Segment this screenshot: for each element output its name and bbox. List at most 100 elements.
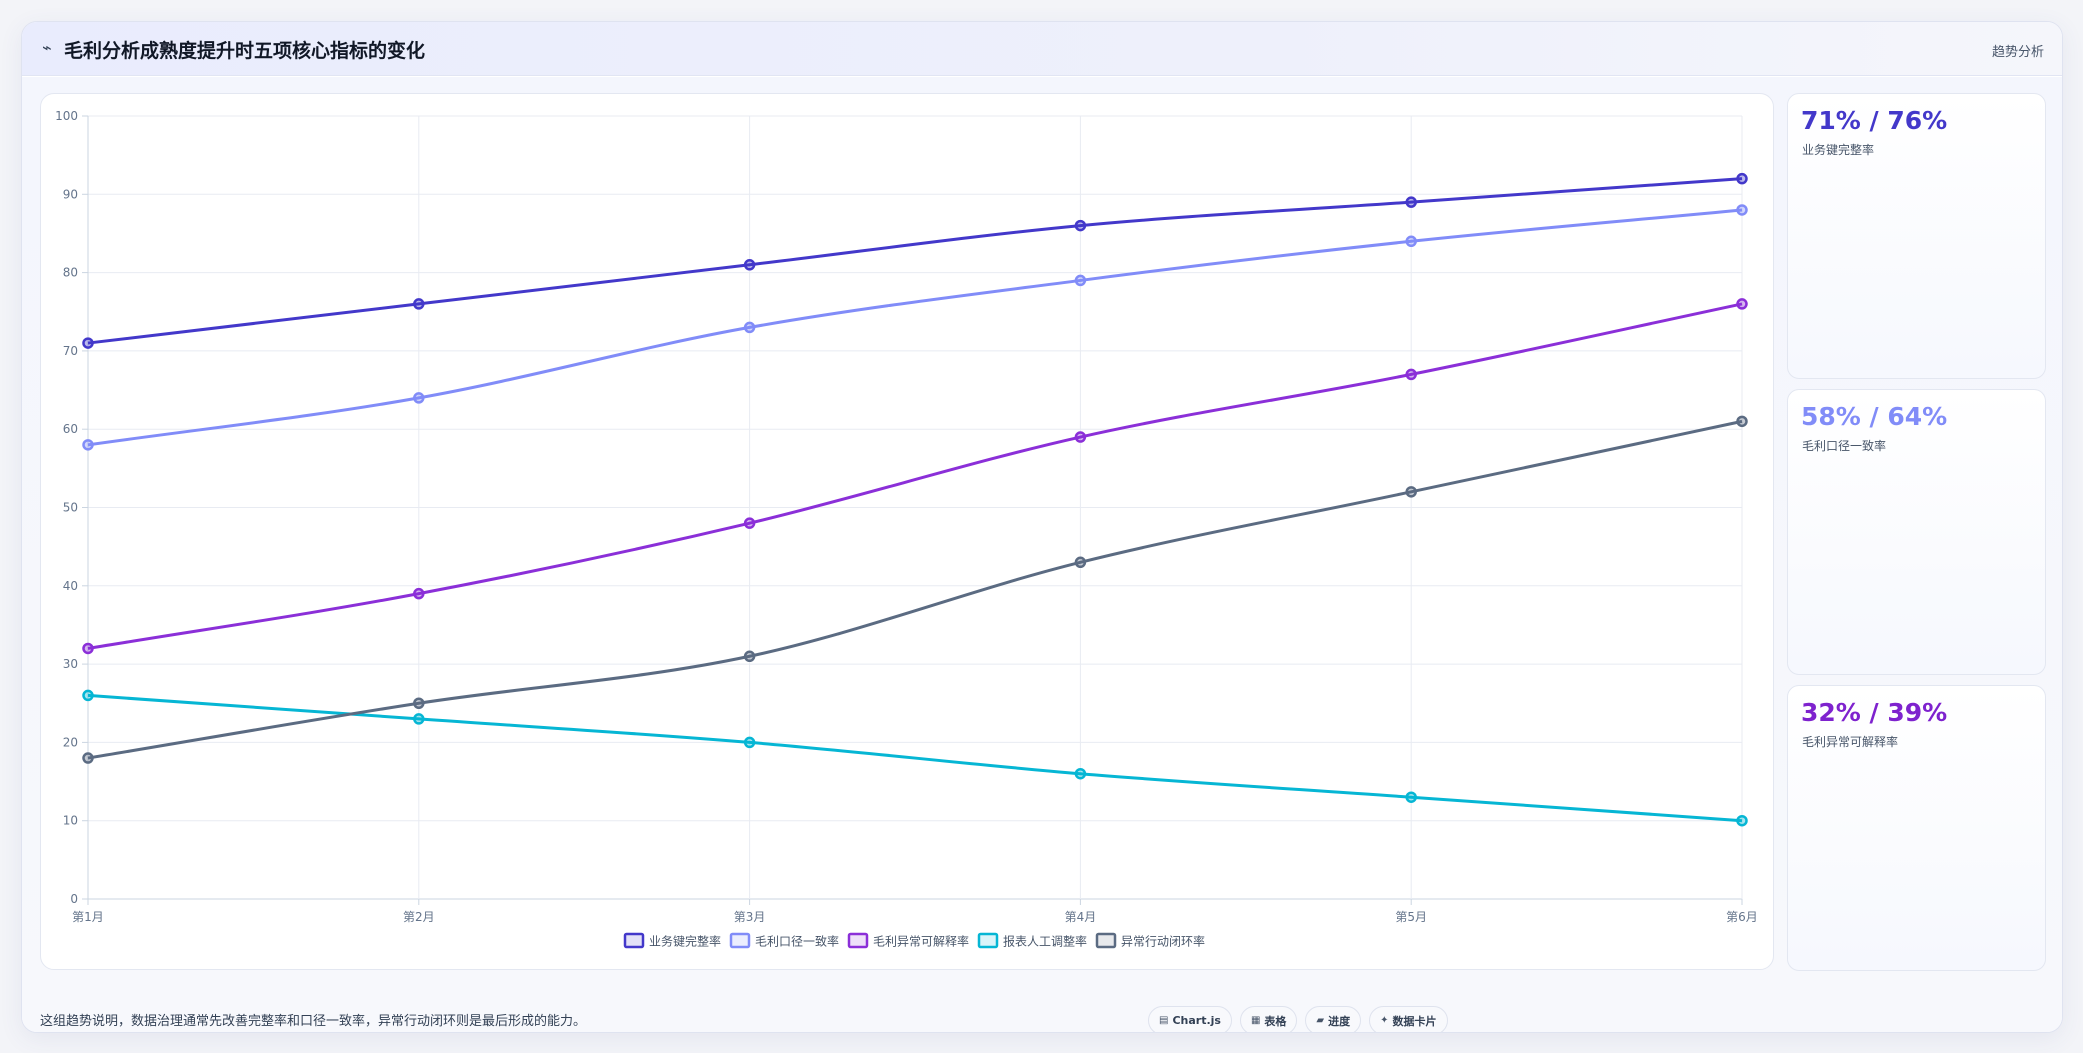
data-point — [1074, 767, 1087, 780]
page-title: 毛利分析成熟度提升时五项核心指标的变化 — [64, 40, 426, 62]
x-tick-label: 第4月 — [1065, 910, 1097, 924]
data-point — [413, 392, 425, 404]
y-tick-label: 20 — [63, 735, 78, 749]
data-point — [82, 752, 94, 764]
pill-label: 数据卡片 — [1392, 1014, 1437, 1028]
pill-label: 进度 — [1328, 1014, 1351, 1028]
data-point — [82, 337, 94, 349]
data-point — [1736, 204, 1748, 216]
series-line — [87, 302, 1743, 650]
legend-label: 报表人工调整率 — [1003, 934, 1087, 949]
data-point — [82, 439, 94, 451]
series-1 — [82, 204, 1748, 451]
data-point — [1405, 196, 1417, 208]
line-chart: 0 10 20 30 40 50 60 70 80 90 100 第1月 第2月 第3月 第4月 第5月 第6月… — [55, 109, 1758, 949]
stat-label: 毛利口径一致率 — [1802, 439, 1887, 453]
y-tick-label: 90 — [63, 187, 78, 201]
pill-label: Chart.js — [1172, 1014, 1221, 1027]
y-tick-label: 70 — [63, 344, 78, 358]
series-line — [87, 693, 1743, 823]
pill-data-cards[interactable]: ✦ 数据卡片 — [1369, 1006, 1448, 1032]
legend-item: 异常行动闭环率 — [1095, 932, 1205, 949]
data-point — [82, 689, 94, 702]
data-point — [1405, 486, 1417, 498]
legend-item: 毛利口径一致率 — [729, 932, 839, 949]
data-point — [1074, 219, 1087, 232]
x-tick-label: 第1月 — [72, 910, 104, 924]
data-point — [743, 517, 756, 529]
data-point — [413, 298, 425, 310]
card-header: ⌁ 毛利分析成熟度提升时五项核心指标的变化 趋势分析 — [22, 22, 2062, 76]
pill-label: 表格 — [1264, 1014, 1287, 1028]
y-tick-label: 30 — [63, 657, 78, 671]
y-tick-label: 100 — [55, 109, 78, 123]
stat-value: 58% / 64% — [1801, 402, 1948, 431]
legend-swatch — [847, 932, 869, 949]
axis-layer: 0 10 20 30 40 50 60 70 80 90 100 第1月 第2月 第3月 第4月 第5月 第6月 — [55, 109, 1758, 924]
y-tick-label: 0 — [70, 892, 78, 906]
data-point — [1736, 814, 1748, 827]
x-tick-label: 第6月 — [1726, 910, 1758, 924]
sparkle-icon: ✦ — [1380, 1015, 1389, 1026]
x-tick-label: 第5月 — [1395, 910, 1427, 924]
series-2 — [82, 298, 1748, 655]
stat-card-business-key: 71% / 76% 业务键完整率 — [1787, 93, 2046, 379]
progress-icon: ▰ — [1316, 1015, 1325, 1026]
data-point — [743, 650, 756, 663]
data-point — [1405, 368, 1417, 381]
legend: 业务键完整率 毛利口径一致率 毛利异常可解释率 报表人工调整率 异常行动闭环率 — [623, 932, 1205, 949]
footer-note: 这组趋势说明，数据治理通常先改善完整率和口径一致率，异常行动闭环则是最后形成的能… — [40, 1014, 587, 1029]
series-4 — [82, 415, 1748, 764]
data-point — [1074, 431, 1087, 443]
data-point — [82, 642, 94, 655]
legend-swatch — [977, 932, 999, 949]
pill-table[interactable]: ▦ 表格 — [1239, 1006, 1298, 1032]
data-point — [1405, 791, 1417, 803]
data-point — [1074, 556, 1087, 569]
chart-icon: ▤ — [1159, 1015, 1169, 1026]
x-tick-label: 第2月 — [403, 910, 435, 924]
stat-label: 毛利异常可解释率 — [1802, 735, 1899, 749]
analysis-card: ⌁ 毛利分析成熟度提升时五项核心指标的变化 趋势分析 0 10 20 30 40 50 60… — [21, 21, 2063, 1033]
y-tick-label: 50 — [63, 501, 78, 515]
stat-value: 71% / 76% — [1801, 106, 1948, 135]
legend-label: 业务键完整率 — [649, 934, 721, 949]
legend-item: 毛利异常可解释率 — [847, 932, 969, 949]
y-tick-label: 40 — [63, 579, 78, 593]
data-point — [413, 713, 425, 725]
stat-card-anomaly-explainable: 32% / 39% 毛利异常可解释率 — [1787, 685, 2046, 971]
series-line — [87, 419, 1743, 760]
legend-swatch — [729, 932, 751, 949]
data-point — [413, 587, 425, 600]
data-point — [743, 736, 756, 749]
data-point — [1405, 235, 1417, 248]
data-point — [413, 697, 425, 709]
series-0 — [82, 172, 1748, 349]
data-point — [1736, 298, 1748, 310]
data-point — [743, 259, 756, 271]
data-point — [1736, 172, 1748, 185]
chart-panel: 0 10 20 30 40 50 60 70 80 90 100 第1月 第2月 第3月 第4月 第5月 第6月… — [40, 93, 1774, 970]
data-point — [1736, 415, 1748, 428]
view-pills: ▤ Chart.js ▦ 表格 ▰ 进度 ✦ 数据卡片 — [1148, 1006, 1448, 1032]
stat-card-margin-consistency: 58% / 64% 毛利口径一致率 — [1787, 389, 2046, 675]
legend-label: 毛利口径一致率 — [755, 934, 839, 949]
legend-item: 报表人工调整率 — [977, 932, 1087, 949]
legend-label: 毛利异常可解释率 — [873, 934, 969, 949]
grid-layer — [87, 115, 1743, 900]
pill-progress[interactable]: ▰ 进度 — [1305, 1006, 1362, 1032]
y-tick-label: 60 — [63, 422, 78, 436]
trend-line-icon: ⌁ — [42, 38, 52, 57]
table-icon: ▦ — [1250, 1015, 1261, 1026]
stat-value: 32% / 39% — [1801, 698, 1948, 727]
y-tick-label: 80 — [63, 266, 78, 280]
pill-chartjs[interactable]: ▤ Chart.js — [1148, 1006, 1232, 1032]
legend-swatch — [623, 932, 645, 949]
series-line — [87, 177, 1743, 345]
legend-item: 业务键完整率 — [623, 932, 721, 949]
trend-analysis-label: 趋势分析 — [1991, 45, 2044, 60]
series-layer — [82, 172, 1748, 827]
data-point — [1074, 274, 1087, 287]
stat-label: 业务键完整率 — [1802, 143, 1875, 157]
data-point — [743, 321, 756, 334]
